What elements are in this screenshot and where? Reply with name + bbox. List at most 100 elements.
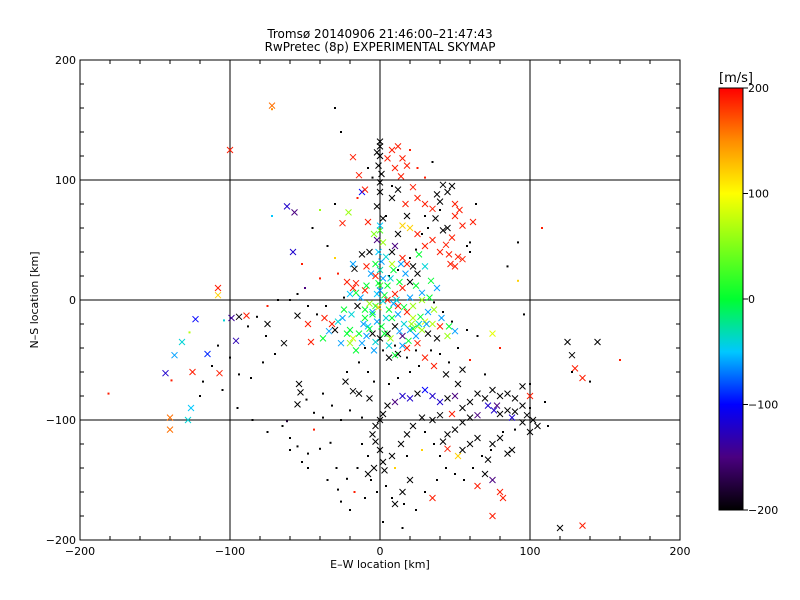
data-point	[421, 200, 429, 208]
data-point	[397, 440, 405, 448]
data-point	[412, 332, 420, 340]
data-point	[107, 392, 110, 395]
data-point	[192, 315, 199, 323]
data-point	[401, 527, 404, 529]
data-point	[481, 455, 483, 457]
data-point	[289, 437, 291, 439]
data-point	[381, 467, 388, 474]
data-point	[265, 335, 267, 337]
data-point	[388, 452, 396, 460]
data-point	[409, 263, 417, 270]
data-point	[367, 270, 375, 277]
data-point	[369, 431, 376, 438]
data-point	[394, 467, 396, 469]
data-point	[382, 349, 384, 352]
chart-subtitle: RwPretec (8p) EXPERIMENTAL SKYMAP	[265, 40, 496, 54]
data-point	[421, 233, 423, 235]
data-point	[202, 380, 204, 383]
data-point	[619, 359, 621, 361]
data-point	[184, 416, 192, 424]
data-point	[295, 380, 303, 388]
data-point	[448, 361, 450, 364]
data-point	[451, 200, 459, 208]
data-point	[291, 209, 298, 216]
data-point	[364, 470, 372, 478]
data-point	[399, 254, 406, 262]
data-point	[484, 373, 486, 376]
data-point	[396, 278, 403, 286]
data-point	[369, 311, 376, 318]
colorbar-title: [m/s]	[719, 71, 753, 86]
data-point	[325, 305, 327, 307]
data-point	[373, 149, 381, 156]
data-point	[436, 479, 438, 481]
data-point	[334, 203, 336, 205]
data-point	[363, 263, 370, 270]
data-point	[496, 434, 504, 442]
data-point	[421, 263, 429, 270]
data-point	[388, 383, 390, 385]
data-point	[378, 170, 385, 178]
y-tick-label: −100	[46, 414, 76, 427]
data-point	[319, 335, 327, 342]
data-point	[349, 409, 351, 412]
data-point	[349, 284, 357, 292]
data-point	[289, 449, 291, 451]
data-point	[402, 200, 409, 208]
data-point	[297, 389, 304, 396]
data-point	[424, 176, 426, 179]
data-point	[444, 445, 451, 453]
data-point	[277, 299, 279, 301]
x-tick-label: −200	[65, 545, 95, 558]
data-point	[459, 419, 466, 426]
data-point	[571, 365, 579, 372]
data-point	[433, 301, 435, 304]
data-point	[307, 305, 309, 307]
data-point	[400, 320, 408, 328]
data-point	[399, 332, 406, 340]
data-point	[376, 416, 384, 424]
data-point	[325, 327, 333, 335]
data-point	[424, 431, 426, 433]
data-point	[349, 153, 357, 161]
data-point	[345, 209, 352, 216]
data-point	[426, 294, 433, 301]
data-point	[223, 319, 225, 322]
colorbar-ticks	[743, 87, 748, 511]
data-point	[529, 407, 531, 409]
data-point	[379, 410, 387, 418]
data-point	[375, 248, 382, 256]
data-point	[439, 438, 447, 445]
data-point	[334, 318, 342, 325]
data-point	[281, 425, 284, 427]
data-point	[358, 361, 360, 364]
data-point	[343, 296, 345, 299]
data-point	[349, 387, 357, 395]
data-point	[342, 378, 349, 385]
data-point	[251, 419, 254, 421]
data-point	[454, 253, 462, 261]
data-point	[466, 329, 468, 331]
data-point	[409, 314, 417, 322]
data-point	[199, 395, 201, 397]
data-point	[517, 241, 519, 244]
data-point	[403, 344, 411, 352]
data-point	[439, 209, 441, 211]
data-point	[568, 351, 576, 359]
data-point	[517, 279, 519, 282]
data-point	[519, 402, 526, 409]
data-point	[403, 431, 411, 438]
x-tick-label: 100	[520, 545, 541, 558]
data-point	[496, 488, 504, 496]
data-point	[340, 419, 342, 421]
data-point	[414, 230, 421, 238]
data-point	[475, 203, 477, 205]
y-tick-labels: −200 −100 0 100 200	[46, 54, 76, 547]
data-point	[436, 198, 444, 205]
data-point	[326, 245, 329, 247]
data-point	[352, 347, 360, 354]
chart-title: Tromsø 20140906 21:46:00–21:47:43	[266, 27, 492, 41]
data-point	[313, 428, 315, 431]
data-point	[385, 342, 393, 349]
data-point	[451, 327, 459, 335]
